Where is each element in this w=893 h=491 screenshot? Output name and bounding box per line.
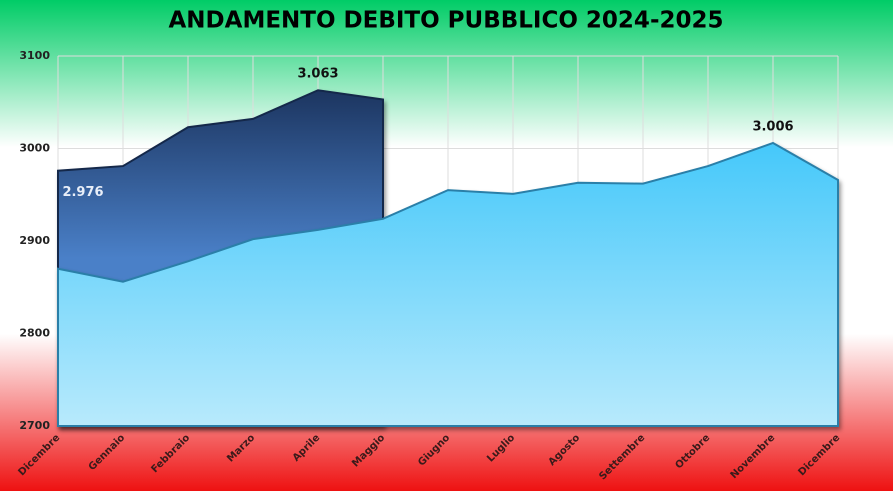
- y-tick-label: 2800: [19, 327, 50, 340]
- data-label: 2.976: [62, 185, 103, 200]
- y-tick-label: 2700: [19, 419, 50, 432]
- y-tick-label: 2900: [19, 234, 50, 247]
- chart-title: ANDAMENTO DEBITO PUBBLICO 2024-2025: [169, 8, 724, 34]
- y-tick-label: 3000: [19, 142, 50, 155]
- y-tick-label: 3100: [19, 49, 50, 62]
- data-label: 3.063: [297, 67, 338, 82]
- data-label: 3.006: [752, 119, 793, 134]
- area: [57, 141, 839, 427]
